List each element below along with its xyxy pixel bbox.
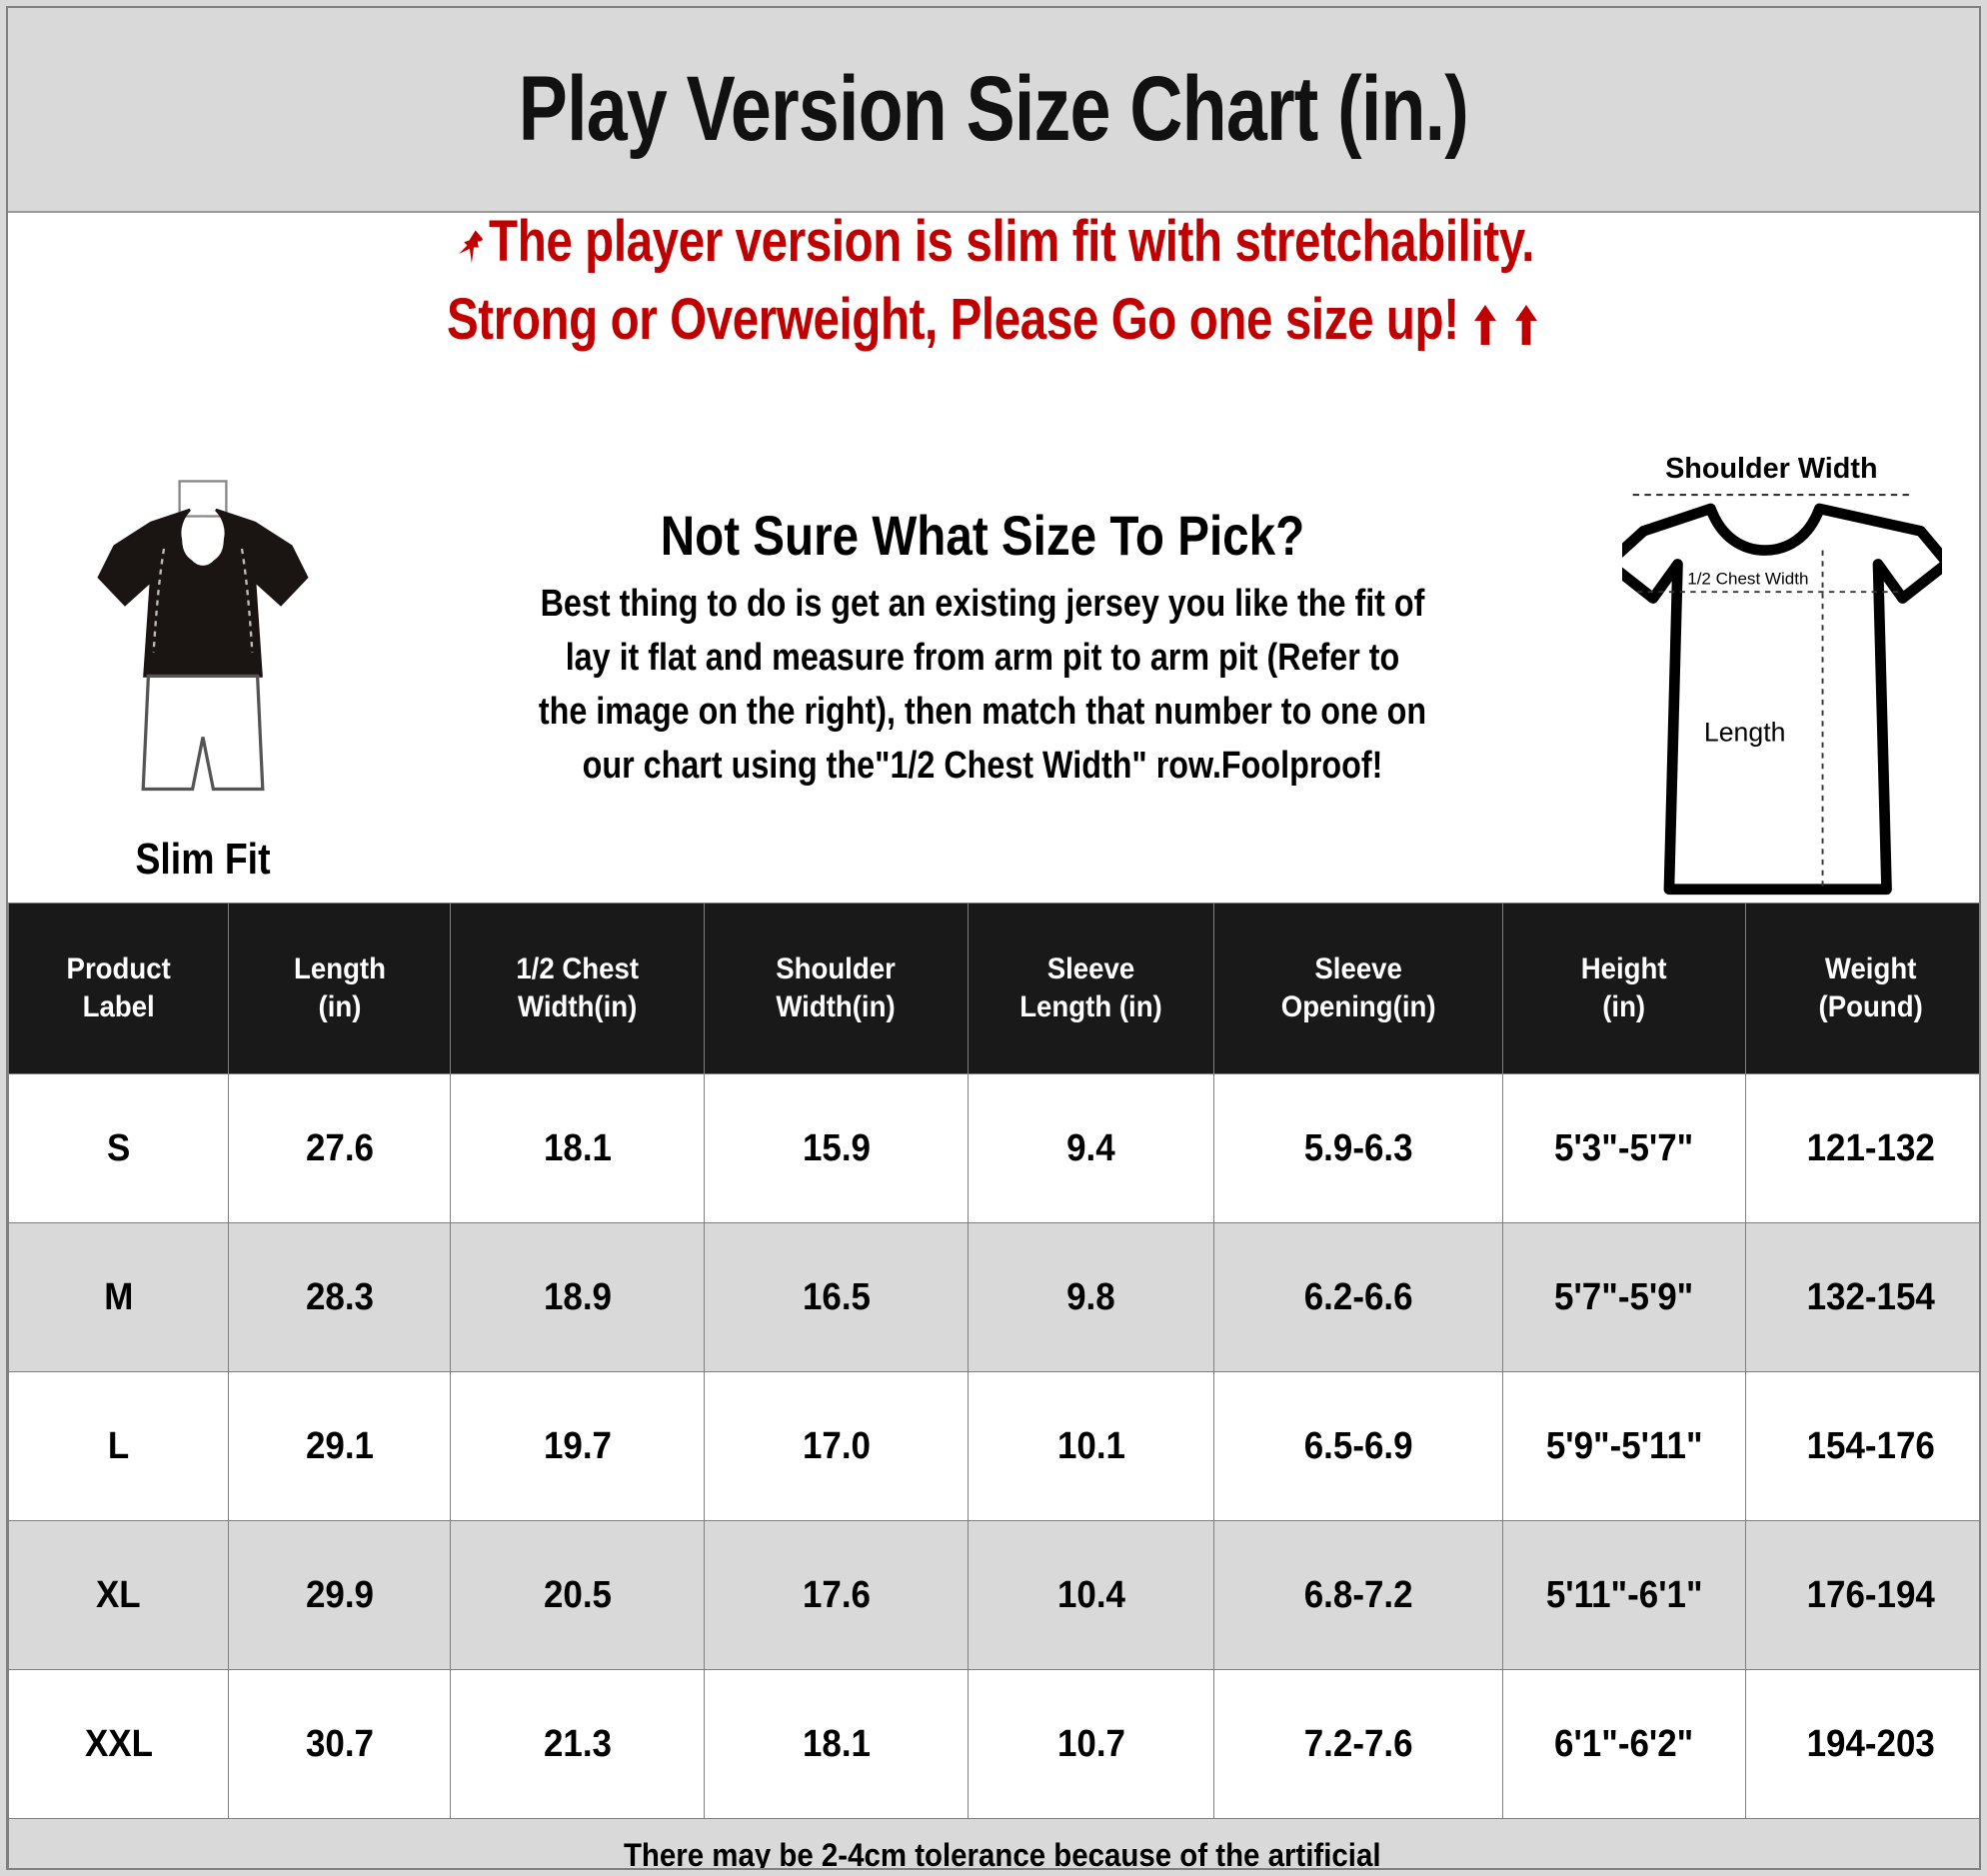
svg-text:Shoulder Width: Shoulder Width: [1665, 453, 1878, 485]
svg-text:Length: Length: [1704, 718, 1786, 748]
svg-text:1/2 Chest Width: 1/2 Chest Width: [1687, 570, 1808, 589]
